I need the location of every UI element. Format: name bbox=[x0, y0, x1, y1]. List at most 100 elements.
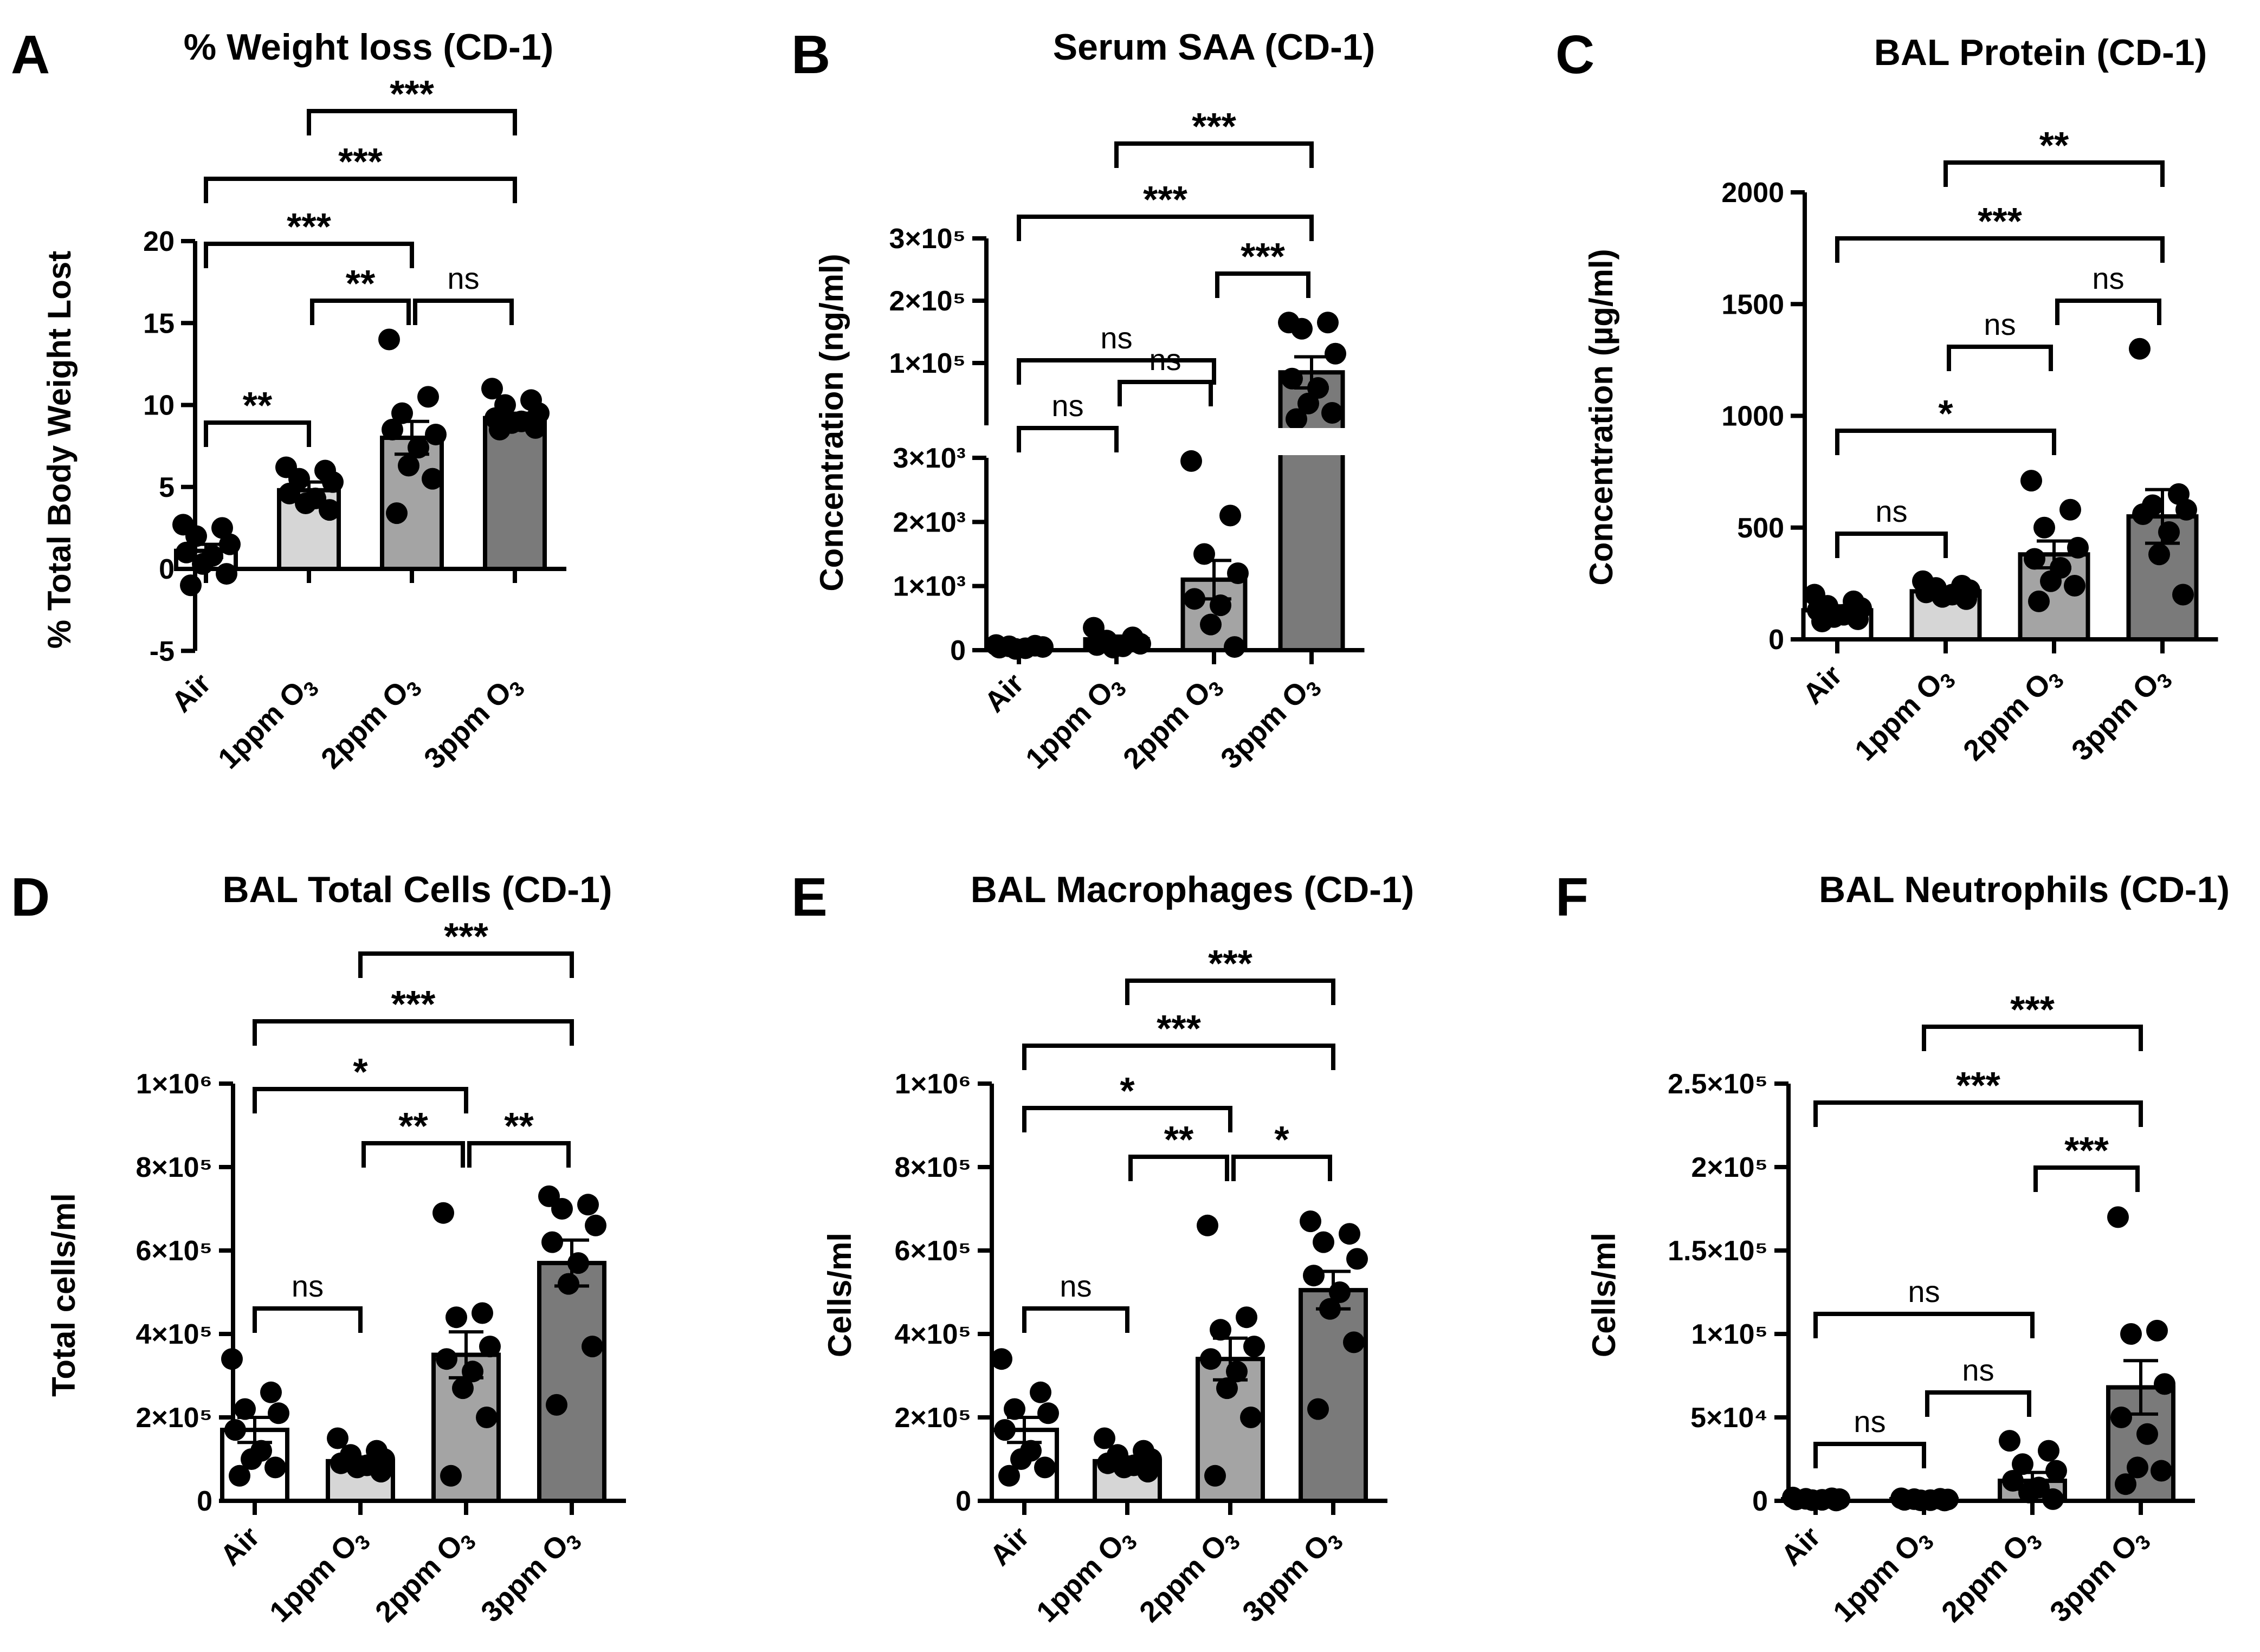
chart-title: BAL Total Cells (CD-1) bbox=[222, 869, 612, 910]
data-point bbox=[391, 402, 413, 424]
significance-label: ** bbox=[504, 1105, 534, 1147]
data-point bbox=[1240, 1407, 1262, 1428]
data-point bbox=[295, 493, 317, 514]
data-point bbox=[1200, 1348, 1222, 1370]
x-tick-label: 1ppm O3 bbox=[1849, 659, 1960, 770]
data-point bbox=[577, 1194, 599, 1216]
data-point bbox=[2154, 1373, 2175, 1395]
y-tick-label: 10 bbox=[143, 390, 175, 422]
data-point bbox=[1825, 1489, 1847, 1512]
data-point bbox=[585, 1214, 606, 1236]
data-point bbox=[425, 423, 447, 445]
data-point bbox=[330, 1452, 352, 1474]
x-tick-label: 1ppm O3 bbox=[1030, 1520, 1142, 1632]
data-point bbox=[1180, 450, 1202, 472]
data-point bbox=[1226, 1361, 1248, 1383]
data-point bbox=[1346, 1248, 1368, 1270]
data-point bbox=[319, 499, 340, 521]
significance-label: *** bbox=[2064, 1129, 2109, 1171]
data-point bbox=[382, 418, 403, 440]
data-point bbox=[2132, 503, 2154, 525]
x-tick-label: 3ppm O3 bbox=[2044, 1520, 2155, 1632]
data-point bbox=[1243, 1336, 1265, 1358]
data-point bbox=[452, 1377, 474, 1400]
significance-bracket bbox=[1943, 160, 2165, 187]
data-point bbox=[1999, 1430, 2020, 1452]
x-tick-label: 3ppm O3 bbox=[475, 1520, 586, 1632]
x-tick-label: 2ppm O3 bbox=[315, 667, 427, 779]
y-tick-label: 2.5×10⁵ bbox=[1668, 1068, 1768, 1100]
significance-label: ns bbox=[1908, 1274, 1940, 1308]
x-tick-label: 2ppm O3 bbox=[1957, 659, 2069, 770]
x-tick-label: 3ppm O3 bbox=[1236, 1520, 1348, 1632]
x-tick-label-main: Air bbox=[1775, 1520, 1826, 1572]
x-tick-label-main: 2ppm O bbox=[1935, 1528, 2036, 1629]
significance-label: *** bbox=[338, 140, 383, 183]
significance-bracket bbox=[2033, 1165, 2140, 1192]
x-tick-label-main: Air bbox=[978, 667, 1030, 718]
x-tick-label-main: 3ppm O bbox=[1215, 675, 1315, 775]
bar-break-gap bbox=[1277, 428, 1346, 455]
data-point bbox=[582, 1336, 603, 1358]
data-point bbox=[185, 525, 207, 547]
significance-bracket bbox=[1022, 1044, 1335, 1070]
data-point bbox=[2146, 1319, 2168, 1342]
significance-label: ns bbox=[1100, 321, 1132, 355]
y-tick-label: 5 bbox=[159, 472, 175, 503]
data-point bbox=[2024, 548, 2045, 570]
significance-bracket bbox=[1114, 141, 1314, 168]
significance-bracket bbox=[467, 1141, 571, 1168]
data-point bbox=[1343, 1331, 1365, 1353]
significance-label: ** bbox=[346, 262, 376, 305]
data-point bbox=[1210, 1319, 1231, 1341]
x-tick-label-main: Air bbox=[214, 1520, 266, 1572]
data-point bbox=[1227, 562, 1249, 584]
data-point bbox=[264, 1456, 286, 1479]
data-point bbox=[408, 437, 429, 459]
y-axis-label: Concentration (ng/ml) bbox=[813, 254, 850, 591]
data-point bbox=[1847, 608, 1869, 630]
data-point bbox=[1317, 312, 1339, 334]
data-point bbox=[1307, 1398, 1329, 1420]
data-point bbox=[1216, 1377, 1238, 1400]
data-point bbox=[216, 563, 237, 585]
y-tick-label: 1×10⁵ bbox=[889, 348, 966, 379]
data-point bbox=[1801, 1489, 1823, 1511]
significance-bracket bbox=[1231, 1155, 1332, 1181]
data-point bbox=[322, 471, 344, 493]
data-point bbox=[1785, 1488, 1807, 1511]
significance-label: * bbox=[1274, 1118, 1289, 1161]
y-tick-label: 1×10³ bbox=[893, 571, 966, 603]
x-tick-label-main: 2ppm O bbox=[1957, 667, 2057, 767]
y-tick-label: 0 bbox=[1768, 624, 1784, 656]
data-point bbox=[2129, 338, 2151, 360]
significance-bracket bbox=[1835, 532, 1948, 558]
x-tick-label-main: Air bbox=[1797, 659, 1848, 710]
data-point bbox=[2158, 521, 2180, 543]
data-point bbox=[1811, 611, 1833, 632]
significance-label: ns bbox=[1854, 1404, 1886, 1439]
significance-label: *** bbox=[1208, 942, 1252, 984]
data-point bbox=[1032, 636, 1054, 658]
y-tick-label: 0 bbox=[1752, 1486, 1768, 1517]
data-point bbox=[998, 1465, 1020, 1487]
y-axis-label: Concentration (µg/ml) bbox=[1583, 249, 1619, 585]
y-tick-label: 1×10⁶ bbox=[136, 1068, 212, 1100]
data-point bbox=[422, 468, 443, 490]
data-point bbox=[2012, 1453, 2033, 1475]
y-tick-label: 0 bbox=[955, 1486, 971, 1517]
y-tick-label: 2000 bbox=[1721, 177, 1784, 209]
data-point bbox=[1037, 1402, 1059, 1424]
data-point bbox=[2148, 543, 2170, 566]
data-point bbox=[1236, 1306, 1257, 1329]
chart-title: BAL Protein (CD-1) bbox=[1874, 32, 2207, 73]
data-point bbox=[1030, 1381, 1051, 1403]
x-tick-label: Air bbox=[1775, 1520, 1826, 1572]
data-point bbox=[268, 1402, 289, 1424]
data-point bbox=[2038, 1440, 2059, 1462]
data-point bbox=[370, 1461, 392, 1483]
data-point bbox=[546, 1394, 567, 1416]
significance-label: ns bbox=[2092, 261, 2124, 295]
x-tick-label: 3ppm O3 bbox=[418, 667, 530, 779]
x-tick-label: 1ppm O3 bbox=[263, 1520, 375, 1632]
